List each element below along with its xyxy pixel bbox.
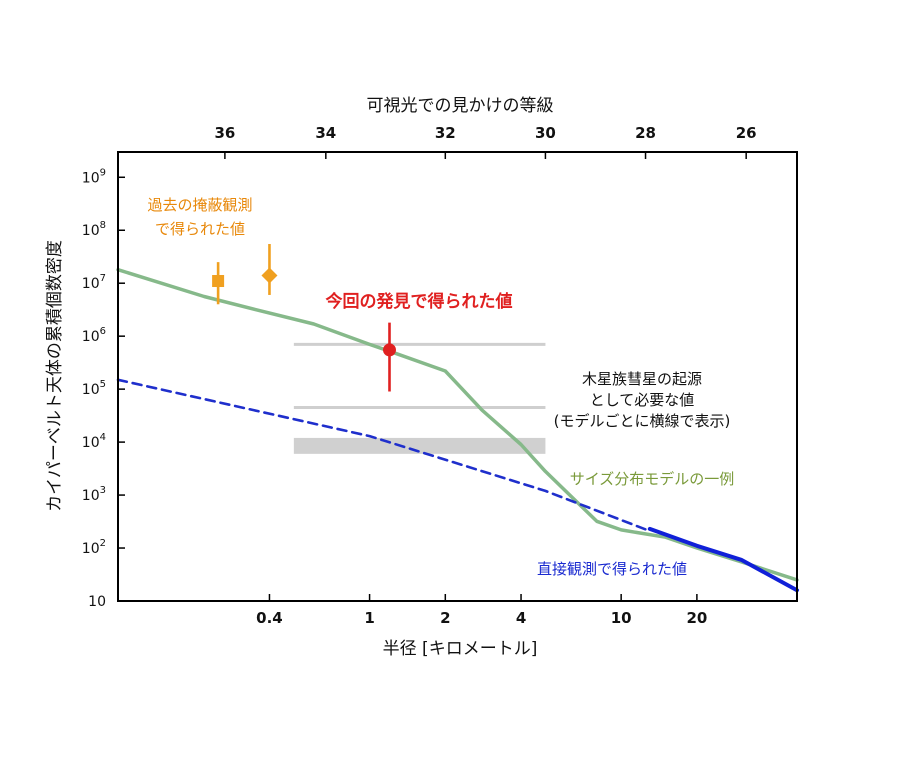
y-tick-label: 106 (82, 326, 106, 345)
x-tick-label: 20 (686, 609, 707, 627)
y-tick-label: 102 (82, 538, 106, 557)
occultation-label-line1: 過去の掩蔽観測 (147, 196, 252, 214)
y-tick-label: 108 (82, 220, 106, 239)
requirement-label-line3: (モデルごとに横線で表示) (554, 412, 731, 430)
x-tick-label: 10 (611, 609, 632, 627)
y-tick-label: 109 (82, 167, 106, 186)
occultation-label-line2: で得られた値 (155, 220, 245, 238)
discovery-label: 今回の発見で得られた値 (326, 291, 513, 312)
y-axis-title: カイパーベルト天体の累積個数密度 (45, 240, 65, 512)
direct-label: 直接観測で得られた値 (537, 560, 687, 578)
requirement-bands (293, 342, 546, 454)
series-layer (116, 267, 799, 593)
top-tick-label: 34 (315, 124, 336, 142)
data-points (212, 243, 396, 392)
series-extrapolation-line (116, 378, 652, 533)
top-axis-title: 可視光での見かけの等級 (367, 96, 554, 116)
occultation_1-marker (212, 275, 225, 288)
y-tick-label: 107 (82, 273, 106, 292)
y-tick-label: 10 (88, 594, 106, 610)
series-model-line (116, 267, 799, 582)
occultation_2-marker (261, 267, 278, 284)
x-tick-label: 1 (364, 609, 374, 627)
top-tick-label: 30 (535, 124, 556, 142)
y-tick-label: 103 (82, 485, 106, 504)
plot-frame (117, 151, 798, 602)
y-tick-label: 105 (82, 379, 106, 398)
x-tick-label: 2 (440, 609, 450, 627)
requirement-label-line1: 木星族彗星の起源 (582, 370, 702, 388)
x-tick-label: 4 (516, 609, 526, 627)
top-tick-label: 36 (214, 124, 235, 142)
x-tick-label: 0.4 (256, 609, 283, 627)
this_discovery-marker (382, 343, 396, 357)
x-axis-title: 半径 [キロメートル] (383, 639, 538, 659)
top-tick-label: 32 (435, 124, 456, 142)
series-direct-line (647, 526, 799, 593)
top-tick-label: 26 (736, 124, 757, 142)
axes: 0.4 1 2 4 10 20 36 34 32 30 28 26 10 102 103 104 105 106 1… (82, 124, 757, 627)
requirement-band-3 (293, 437, 546, 454)
model-label: サイズ分布モデルの一例 (570, 470, 735, 488)
requirement-label-line2: として必要な値 (590, 391, 695, 409)
top-tick-label: 28 (635, 124, 656, 142)
y-tick-label: 104 (82, 432, 106, 451)
